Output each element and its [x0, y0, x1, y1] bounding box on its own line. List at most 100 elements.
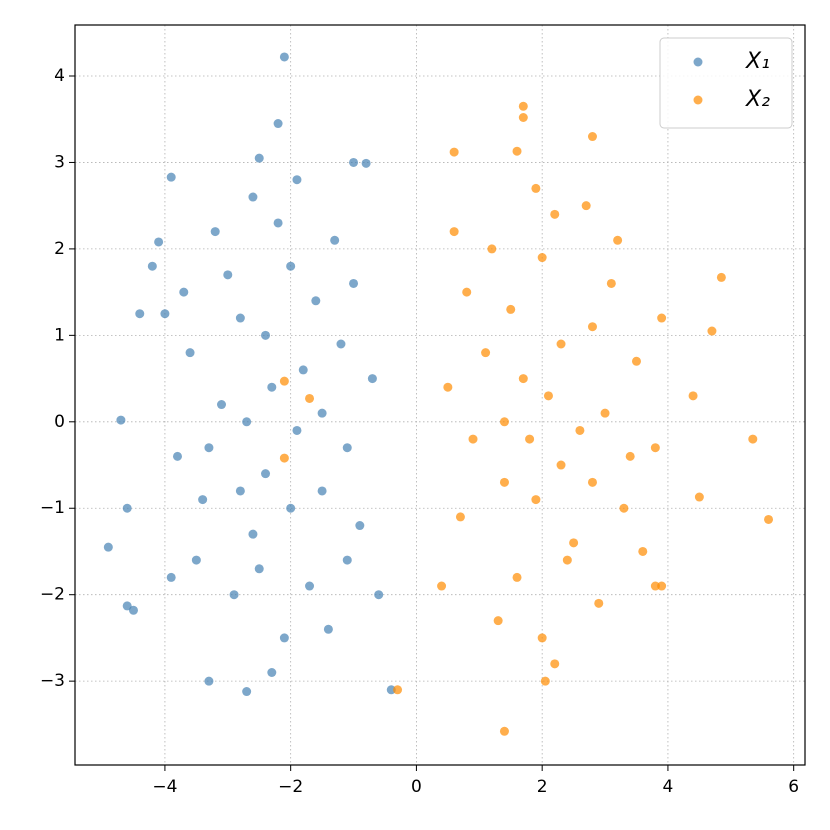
legend-label: X₁ — [745, 49, 770, 74]
point — [279, 633, 289, 643]
point — [273, 119, 283, 129]
x-tick-label: −4 — [152, 777, 177, 797]
point — [349, 278, 359, 288]
point — [154, 237, 164, 247]
point — [506, 304, 516, 314]
point — [279, 376, 289, 386]
point — [116, 415, 126, 425]
point — [462, 287, 472, 297]
point — [374, 590, 384, 600]
point — [625, 451, 635, 461]
point — [242, 687, 252, 697]
point — [556, 460, 566, 470]
point — [540, 676, 550, 686]
point — [292, 175, 302, 185]
point — [499, 417, 509, 427]
y-tick-label: −2 — [40, 585, 65, 605]
point — [512, 146, 522, 156]
y-tick-label: −3 — [40, 671, 65, 691]
point — [619, 503, 629, 513]
point — [355, 521, 365, 531]
legend-box — [659, 37, 793, 129]
point — [367, 374, 377, 384]
point — [487, 244, 497, 254]
point — [606, 278, 616, 288]
point — [179, 287, 189, 297]
point — [512, 572, 522, 582]
point — [569, 538, 579, 548]
point — [468, 434, 478, 444]
point — [317, 408, 327, 418]
point — [286, 503, 296, 513]
point — [575, 425, 585, 435]
point — [128, 605, 138, 615]
point — [122, 601, 132, 611]
point — [279, 453, 289, 463]
point — [305, 393, 315, 403]
point — [323, 624, 333, 634]
point — [499, 726, 509, 736]
point — [210, 227, 220, 237]
point — [393, 685, 403, 695]
point — [657, 581, 667, 591]
point — [550, 659, 560, 669]
point — [562, 555, 572, 565]
point — [122, 503, 132, 513]
legend-marker — [693, 95, 703, 105]
legend: X₁ X₂ — [659, 37, 793, 129]
point — [254, 153, 264, 163]
point — [160, 309, 170, 319]
point — [166, 172, 176, 182]
point — [613, 235, 623, 245]
point — [311, 296, 321, 306]
point — [185, 348, 195, 358]
point — [330, 235, 340, 245]
point — [342, 555, 352, 565]
point — [267, 668, 277, 677]
point — [261, 330, 271, 340]
point — [638, 546, 648, 556]
point — [242, 417, 252, 427]
y-tick-label: 2 — [54, 239, 65, 259]
x-tick-label: −2 — [278, 777, 303, 797]
point — [556, 339, 566, 349]
point — [518, 113, 528, 122]
point — [147, 261, 157, 271]
point — [135, 309, 145, 319]
point — [587, 477, 597, 487]
y-tick-label: 0 — [54, 412, 65, 432]
point — [449, 227, 459, 237]
point — [317, 486, 327, 496]
legend-label: X₂ — [745, 87, 770, 112]
point — [587, 322, 597, 332]
point — [707, 326, 717, 336]
point — [198, 495, 208, 505]
y-tick-label: 3 — [54, 152, 65, 172]
point — [443, 382, 453, 392]
point — [748, 434, 758, 444]
point — [166, 572, 176, 582]
point — [543, 391, 553, 401]
point — [481, 348, 491, 358]
x-tick-label: 4 — [663, 777, 674, 797]
point — [336, 339, 346, 349]
y-tick-label: 4 — [54, 66, 65, 86]
point — [342, 443, 352, 453]
point — [449, 147, 459, 157]
point — [688, 391, 698, 401]
x-tick-label: 2 — [537, 777, 548, 797]
point — [716, 272, 726, 282]
point — [305, 581, 315, 591]
x-tick-label: 0 — [411, 777, 422, 797]
point — [254, 564, 264, 574]
point — [499, 477, 509, 487]
point — [537, 253, 547, 263]
point — [525, 434, 535, 444]
point — [550, 209, 560, 219]
point — [349, 157, 359, 167]
point — [279, 52, 289, 62]
point — [286, 261, 296, 271]
y-tick-label: −1 — [40, 498, 65, 518]
point — [235, 486, 245, 496]
legend-marker — [693, 57, 703, 67]
